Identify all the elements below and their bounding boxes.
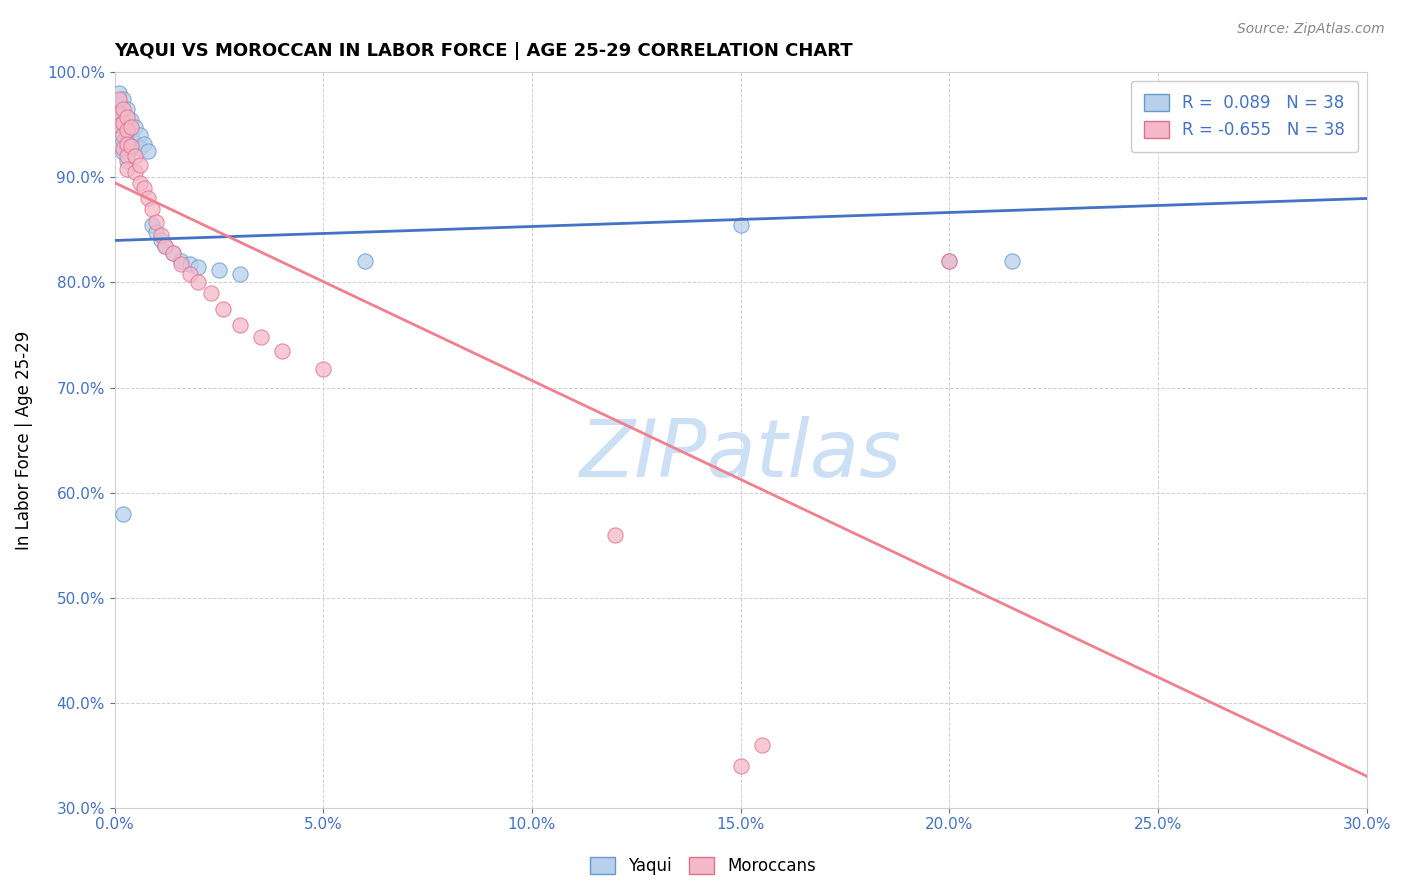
Point bbox=[115, 149, 138, 163]
Point bbox=[270, 343, 292, 358]
Text: Source: ZipAtlas.com: Source: ZipAtlas.com bbox=[1237, 22, 1385, 37]
Point bbox=[128, 158, 150, 172]
Point bbox=[107, 92, 129, 106]
Point bbox=[111, 107, 134, 121]
Point bbox=[107, 87, 129, 101]
Point bbox=[730, 218, 752, 232]
Point bbox=[179, 257, 201, 271]
Point bbox=[120, 120, 142, 134]
Point bbox=[1001, 254, 1024, 268]
Point bbox=[115, 128, 138, 143]
Point bbox=[115, 102, 138, 116]
Point bbox=[128, 176, 150, 190]
Point bbox=[120, 112, 142, 127]
Point bbox=[141, 202, 163, 216]
Point bbox=[187, 276, 209, 290]
Point bbox=[187, 260, 209, 274]
Text: YAQUI VS MOROCCAN IN LABOR FORCE | AGE 25-29 CORRELATION CHART: YAQUI VS MOROCCAN IN LABOR FORCE | AGE 2… bbox=[115, 42, 853, 60]
Point bbox=[605, 527, 627, 541]
Point bbox=[128, 141, 150, 155]
Point bbox=[249, 330, 271, 344]
Point bbox=[107, 97, 129, 112]
Text: ZIPatlas: ZIPatlas bbox=[579, 416, 901, 494]
Point bbox=[229, 267, 252, 281]
Point bbox=[115, 136, 138, 151]
Point bbox=[124, 120, 146, 134]
Point bbox=[136, 145, 159, 159]
Point bbox=[124, 136, 146, 150]
Point bbox=[115, 153, 138, 168]
Point bbox=[229, 318, 252, 332]
Point bbox=[111, 116, 134, 130]
Point bbox=[730, 758, 752, 772]
Point bbox=[120, 128, 142, 143]
Point bbox=[111, 507, 134, 521]
Point bbox=[115, 110, 138, 124]
Point bbox=[938, 254, 960, 268]
Point bbox=[145, 225, 167, 239]
Point bbox=[170, 254, 193, 268]
Point bbox=[111, 128, 134, 143]
Point bbox=[120, 141, 142, 155]
Legend: Yaqui, Moroccans: Yaqui, Moroccans bbox=[582, 849, 824, 884]
Point bbox=[200, 285, 222, 300]
Point bbox=[132, 136, 155, 151]
Point bbox=[153, 238, 176, 252]
Point bbox=[111, 134, 134, 148]
Point bbox=[149, 234, 172, 248]
Point bbox=[111, 102, 134, 116]
Point bbox=[115, 162, 138, 177]
Point bbox=[153, 238, 176, 252]
Point bbox=[354, 254, 377, 268]
Point bbox=[208, 263, 231, 277]
Point bbox=[179, 267, 201, 281]
Point bbox=[132, 181, 155, 195]
Point bbox=[111, 92, 134, 106]
Point bbox=[751, 738, 773, 752]
Point bbox=[124, 149, 146, 163]
Point bbox=[136, 191, 159, 205]
Point bbox=[170, 257, 193, 271]
Point bbox=[107, 107, 129, 121]
Y-axis label: In Labor Force | Age 25-29: In Labor Force | Age 25-29 bbox=[15, 330, 32, 549]
Point bbox=[212, 301, 235, 316]
Point bbox=[124, 165, 146, 179]
Point bbox=[107, 118, 129, 132]
Point bbox=[115, 123, 138, 137]
Point bbox=[141, 218, 163, 232]
Point bbox=[162, 246, 184, 260]
Point bbox=[938, 254, 960, 268]
Point bbox=[111, 141, 134, 155]
Legend: R =  0.089   N = 38, R = -0.655   N = 38: R = 0.089 N = 38, R = -0.655 N = 38 bbox=[1130, 81, 1358, 153]
Point bbox=[111, 120, 134, 134]
Point bbox=[128, 128, 150, 143]
Point bbox=[312, 361, 335, 376]
Point bbox=[111, 145, 134, 160]
Point bbox=[115, 141, 138, 155]
Point bbox=[145, 214, 167, 228]
Point bbox=[107, 107, 129, 121]
Point bbox=[120, 139, 142, 153]
Point bbox=[115, 116, 138, 130]
Point bbox=[162, 246, 184, 260]
Point bbox=[149, 228, 172, 243]
